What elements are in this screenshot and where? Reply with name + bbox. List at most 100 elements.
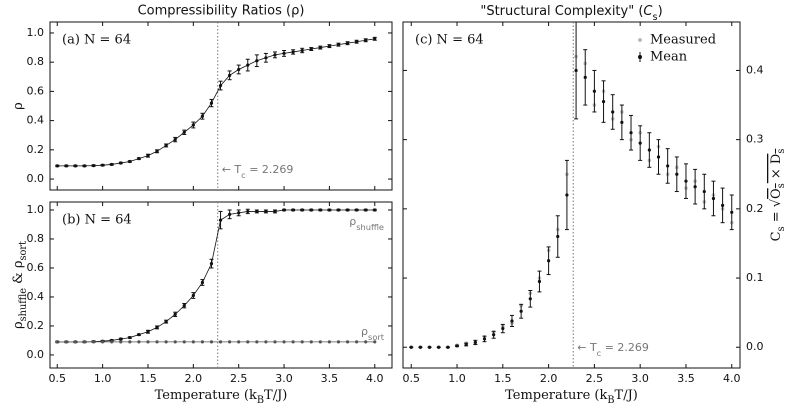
mean-point xyxy=(101,340,105,344)
mean-point xyxy=(137,156,141,161)
mean-point xyxy=(364,38,368,42)
mean-point xyxy=(336,43,341,47)
mean-point xyxy=(64,340,68,344)
tc-annotation-part: c xyxy=(241,170,246,180)
x-tick-label: 1.5 xyxy=(139,372,157,385)
y-tick-label: 0.6 xyxy=(27,84,45,97)
mean-point xyxy=(464,342,468,347)
mean-point xyxy=(592,89,596,93)
mean-point xyxy=(137,333,141,337)
mean-point xyxy=(528,297,532,301)
x-tick-label: 1.0 xyxy=(94,372,112,385)
mean-point xyxy=(255,340,259,344)
y-tick-label: 1.0 xyxy=(27,26,45,39)
y-tick-label: 0.2 xyxy=(746,202,764,215)
mean-point xyxy=(173,138,177,142)
mean-point xyxy=(137,340,141,344)
series-label-part: shuffle xyxy=(356,221,384,231)
tc-annotation: ← Tc = 2.269 xyxy=(222,163,294,180)
y-axis-label-part: shuffle xyxy=(18,288,29,322)
mean-point xyxy=(291,50,295,54)
y-tick-label: 0.3 xyxy=(746,133,764,146)
mean-point xyxy=(119,337,123,341)
y-tick-label: 0.2 xyxy=(27,143,45,156)
mean-point xyxy=(128,340,132,344)
tc-annotation-part: ← T xyxy=(222,163,242,176)
mean-point xyxy=(255,59,259,63)
mean-point xyxy=(721,203,725,207)
plot-frame xyxy=(49,21,393,191)
y-axis-label: Cs = √Os × Ds xyxy=(769,149,788,242)
tc-annotation-part: c xyxy=(597,348,602,358)
mean-point xyxy=(82,164,87,168)
mean-point xyxy=(300,208,304,212)
mean-point xyxy=(182,340,186,344)
mean-point xyxy=(282,51,286,56)
mean-point xyxy=(309,47,313,51)
mean-point xyxy=(537,279,542,284)
y-tick-label: 0.8 xyxy=(27,232,45,245)
x-tick-label: 0.5 xyxy=(49,372,67,385)
mean-point xyxy=(155,340,159,344)
x-tick-label: 0.5 xyxy=(402,372,420,385)
x-axis-label-part: T/J) xyxy=(264,388,287,403)
mean-point xyxy=(291,340,295,344)
mean-point xyxy=(327,44,332,48)
mean-point xyxy=(300,340,304,344)
mean-point xyxy=(446,345,450,349)
y-tick-label: 0.4 xyxy=(27,290,45,303)
mean-point xyxy=(309,208,313,212)
y-axis-label-part: s xyxy=(776,226,787,231)
mean-point xyxy=(173,312,177,316)
y-tick-label: 0.2 xyxy=(27,319,45,332)
mean-point xyxy=(191,123,195,127)
y-axis-label-part: & ρ xyxy=(11,260,26,287)
mean-point xyxy=(556,234,560,239)
mean-point xyxy=(702,189,706,194)
mean-point xyxy=(418,345,422,349)
mean-point xyxy=(246,340,250,344)
y-tick-label: 0.4 xyxy=(27,114,45,127)
x-tick-label: 3.5 xyxy=(677,372,695,385)
mean-point xyxy=(318,340,322,344)
panel-label: (a) N = 64 xyxy=(62,33,131,48)
mean-point xyxy=(300,48,304,53)
mean-point xyxy=(656,155,661,159)
y-tick-label: 1.0 xyxy=(27,203,45,216)
chart-title: Compressibility Ratios (ρ) xyxy=(138,4,305,19)
mean-point xyxy=(492,333,496,337)
mean-point xyxy=(327,340,332,344)
mean-point xyxy=(246,209,250,214)
mean-point xyxy=(273,340,277,344)
mean-point xyxy=(237,67,241,72)
x-tick-label: 3.0 xyxy=(631,372,649,385)
mean-point xyxy=(128,159,132,164)
mean-point xyxy=(182,304,186,308)
x-axis-label: Temperature (kBT/J) xyxy=(155,388,288,404)
mean-point xyxy=(200,114,205,118)
y-axis-label-part: s xyxy=(776,183,787,188)
x-tick-label: 2.0 xyxy=(540,372,558,385)
mean-point xyxy=(119,340,123,344)
mean-point xyxy=(218,218,223,222)
y-tick-label: 0.0 xyxy=(27,348,45,361)
mean-point xyxy=(629,131,633,135)
y-tick-label: 0.0 xyxy=(27,172,45,185)
mean-point xyxy=(409,345,413,349)
mean-point xyxy=(164,143,168,148)
mean-point xyxy=(209,340,214,344)
series-line xyxy=(57,38,375,167)
legend-marker xyxy=(638,55,642,59)
mean-point xyxy=(711,196,716,201)
mean-point xyxy=(264,340,268,344)
mean-point xyxy=(237,340,241,344)
mean-point xyxy=(119,161,123,165)
mean-point xyxy=(101,163,105,167)
y-axis-label: ρshuffle & ρsort xyxy=(11,241,30,329)
mean-point xyxy=(282,340,286,344)
mean-point xyxy=(273,209,277,214)
x-axis-label-part: Temperature (k xyxy=(155,388,257,403)
mean-point xyxy=(510,319,514,323)
y-axis-label-part: ρ xyxy=(11,321,26,329)
